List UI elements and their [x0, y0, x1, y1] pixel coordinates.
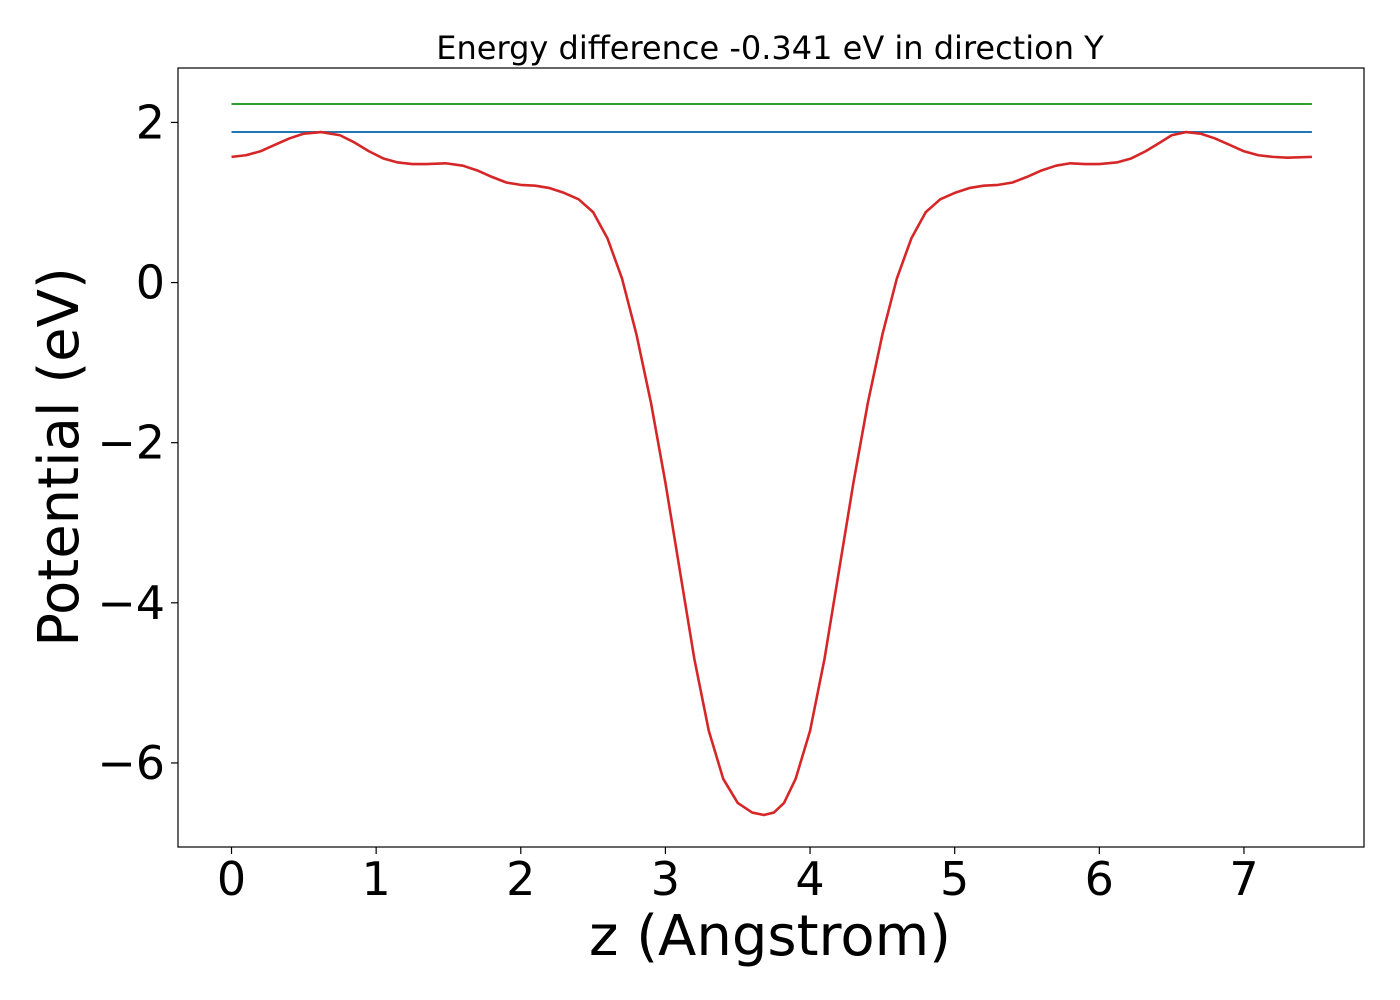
x-tick-label: 7 [1229, 852, 1258, 906]
y-tick-label: 0 [136, 256, 165, 310]
series-layer [231, 103, 1312, 817]
x-tick-label: 2 [506, 852, 535, 906]
y-axis: 2 0 −2 −4 −6 [97, 95, 178, 790]
y-tick-label: −4 [97, 576, 165, 630]
chart-title: Energy difference -0.341 eV in direction… [436, 29, 1104, 67]
plot-area [177, 67, 1365, 848]
series-line-3 [231, 130, 1312, 817]
y-axis-label: Potential (eV) [27, 267, 92, 647]
x-tick-label: 0 [217, 852, 246, 906]
x-tick-label: 5 [940, 852, 969, 906]
x-axis: 0 1 2 3 4 5 6 7 [217, 847, 1259, 906]
plot-frame [177, 67, 1365, 848]
x-tick-label: 4 [795, 852, 824, 906]
y-tick-label: −6 [97, 736, 165, 790]
x-tick-label: 3 [651, 852, 680, 906]
x-tick-label: 6 [1085, 852, 1114, 906]
x-tick-label: 1 [362, 852, 391, 906]
y-tick-label: −2 [97, 416, 165, 470]
x-axis-label: z (Angstrom) [589, 904, 951, 969]
y-tick-label: 2 [136, 95, 165, 149]
